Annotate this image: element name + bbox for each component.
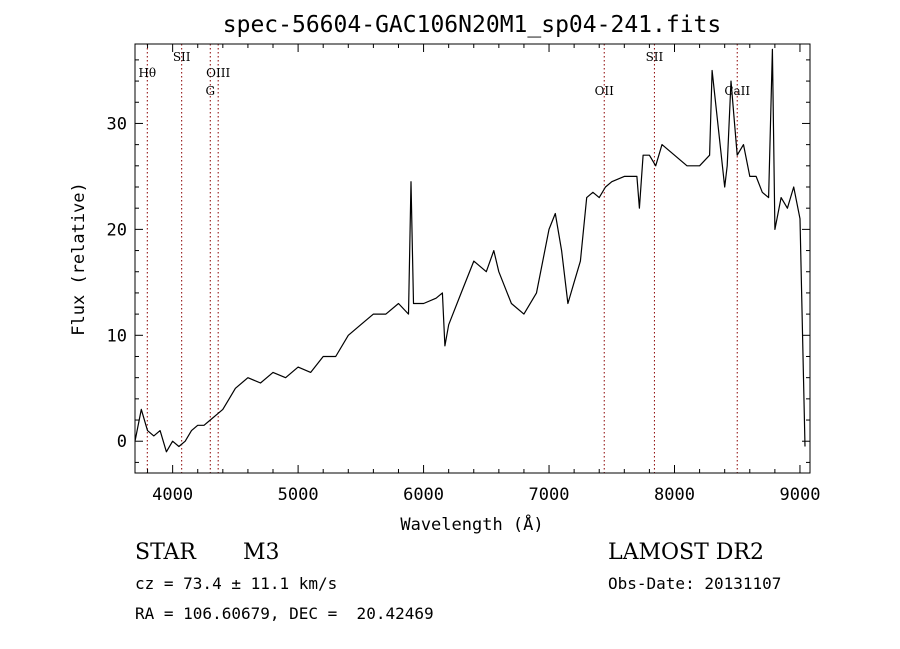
y-tick-label: 0 [117,432,127,452]
spectral-line-label: OII [595,84,615,98]
x-tick-label: 4000 [152,485,193,505]
object-subclass: M3 [243,540,280,565]
spectral-line-label: CaII [724,84,750,98]
spectrum-series [134,48,806,453]
x-axis: 4000 5000 6000 7000 8000 9000 [147,44,820,505]
x-tick-label: 7000 [529,485,570,505]
plot-frame [134,43,811,474]
y-axis-label: Flux (relative) [69,182,89,336]
y-axis: 0 10 20 30 [107,59,810,463]
y-tick-label: 30 [107,114,127,134]
x-tick-label: 9000 [779,485,820,505]
y-tick-label: 10 [107,326,127,346]
spectral-line-label: SII [173,50,191,64]
spectrum-line [134,48,806,453]
observation-date: Obs-Date: 20131107 [608,574,782,593]
y-tick-label: 20 [107,220,127,240]
object-class: STAR [135,540,196,565]
chart-title: spec-56604-GAC106N20M1_sp04-241.fits [223,12,722,38]
coordinates: RA = 106.60679, DEC = 20.42469 [135,604,434,623]
spectral-line-label: SII [646,50,664,64]
x-axis-label: Wavelength (Å) [400,513,543,535]
spectral-line-label: Hθ [138,66,156,80]
spectral-line-markers: Hθ SII G OIII OII SII CaII [138,44,750,473]
x-tick-label: 6000 [403,485,444,505]
x-tick-label: 8000 [654,485,695,505]
x-tick-label: 5000 [278,485,319,505]
spectral-line-label: OIII [206,66,230,80]
redshift-value: cz = 73.4 ± 11.1 km/s [135,574,338,593]
spectral-line-label: G [205,84,215,98]
survey-name: LAMOST DR2 [608,540,764,565]
